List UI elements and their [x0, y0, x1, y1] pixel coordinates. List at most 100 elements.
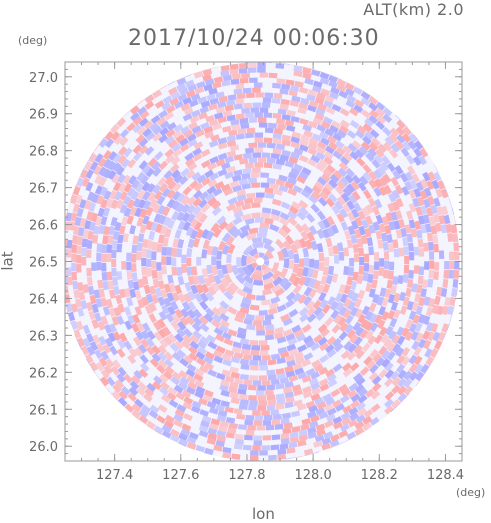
range-gate-cell	[247, 384, 257, 391]
range-gate-cell	[89, 341, 99, 352]
range-gate-cell	[371, 375, 382, 386]
range-gate-cell	[357, 289, 366, 300]
range-gate-cell	[280, 201, 291, 210]
range-gate-cell	[249, 359, 258, 366]
range-gate-cell	[315, 163, 325, 172]
range-gate-cell	[414, 220, 421, 230]
range-gate-cell	[227, 225, 238, 236]
range-gate-cell	[408, 242, 414, 252]
range-gate-cell	[77, 337, 86, 348]
range-gate-cell	[86, 345, 95, 356]
range-gate-cell	[132, 336, 142, 347]
range-gate-cell	[313, 259, 320, 270]
range-gate-cell	[408, 310, 417, 321]
range-gate-cell	[106, 244, 113, 253]
range-gate-cell	[430, 322, 439, 333]
range-gate-cell	[439, 339, 444, 348]
range-gate-cell	[186, 446, 195, 450]
range-gate-cell	[106, 253, 112, 262]
range-gate-cell	[263, 162, 273, 169]
range-gate-cell	[257, 67, 266, 73]
range-gate-cell	[259, 72, 269, 78]
range-gate-cell	[151, 89, 160, 95]
range-gate-cell	[102, 235, 109, 245]
range-gate-cell	[275, 143, 286, 151]
range-gate-cell	[199, 335, 210, 345]
range-gate-cell	[347, 289, 355, 300]
range-gate-cell	[114, 221, 122, 232]
range-gate-cell	[169, 434, 180, 443]
range-gate-cell	[298, 307, 309, 317]
range-gate-cell	[116, 117, 123, 124]
range-gate-cell	[303, 276, 312, 287]
range-gate-cell	[283, 258, 290, 269]
range-gate-cell	[229, 144, 240, 152]
range-gate-cell	[348, 267, 355, 277]
range-gate-cell	[383, 184, 393, 195]
range-gate-cell	[448, 251, 455, 261]
range-gate-cell	[85, 353, 94, 364]
range-gate-cell	[157, 328, 167, 339]
range-gate-cell	[413, 355, 423, 366]
range-gate-cell	[236, 189, 246, 197]
range-gate-cell	[334, 292, 343, 303]
range-gate-cell	[417, 275, 424, 285]
range-gate-cell	[324, 95, 335, 104]
range-gate-cell	[217, 240, 226, 251]
range-gate-cell	[178, 442, 187, 447]
range-gate-cell	[411, 173, 420, 184]
range-gate-cell	[96, 243, 103, 253]
range-gate-cell	[139, 208, 148, 219]
range-gate-cell	[110, 216, 118, 227]
range-gate-cell	[190, 284, 199, 295]
range-gate-cell	[316, 242, 324, 253]
range-gate-cell	[159, 182, 169, 193]
range-gate-cell	[375, 120, 386, 131]
range-gate-cell	[307, 147, 318, 156]
range-gate-cell	[378, 369, 388, 379]
range-gate-cell	[161, 430, 172, 439]
range-gate-cell	[136, 242, 143, 252]
range-gate-cell	[231, 346, 242, 354]
range-gate-cell	[195, 284, 204, 295]
range-gate-cell	[241, 203, 252, 211]
range-gate-cell	[238, 230, 250, 239]
range-gate-cell	[430, 204, 438, 215]
range-gate-cell	[447, 305, 454, 316]
range-gate-cell	[236, 332, 247, 340]
range-gate-cell	[368, 264, 375, 274]
range-gate-cell	[186, 309, 197, 320]
range-gate-cell	[425, 356, 434, 366]
range-gate-cell	[164, 365, 175, 375]
range-gate-cell	[349, 412, 360, 422]
range-gate-cell	[206, 185, 217, 195]
range-gate-cell	[89, 161, 99, 171]
range-gate-cell	[177, 93, 188, 102]
range-gate-cell	[209, 172, 219, 182]
range-gate-cell	[160, 225, 168, 235]
range-gate-cell	[262, 237, 273, 246]
range-gate-cell	[223, 290, 234, 301]
range-gate-cell	[269, 302, 280, 310]
range-gate-cell	[359, 329, 369, 339]
range-gate-cell	[194, 368, 205, 377]
range-gate-cell	[219, 312, 230, 322]
range-gate-cell	[281, 247, 289, 258]
range-gate-cell	[180, 103, 191, 112]
range-gate-cell	[390, 406, 398, 413]
range-gate-cell	[436, 206, 444, 216]
range-gate-cell	[152, 203, 161, 214]
range-gate-cell	[179, 143, 190, 153]
range-gate-cell	[140, 175, 149, 185]
range-gate-cell	[207, 433, 218, 441]
range-gate-cell	[367, 197, 377, 208]
range-gate-cell	[336, 129, 347, 139]
range-gate-cell	[158, 214, 167, 225]
range-gate-cell	[230, 371, 240, 379]
range-gate-cell	[274, 423, 284, 430]
range-gate-cell	[116, 243, 123, 253]
range-gate-cell	[70, 212, 78, 222]
range-gate-cell	[235, 310, 246, 319]
range-gate-cell	[342, 368, 353, 378]
